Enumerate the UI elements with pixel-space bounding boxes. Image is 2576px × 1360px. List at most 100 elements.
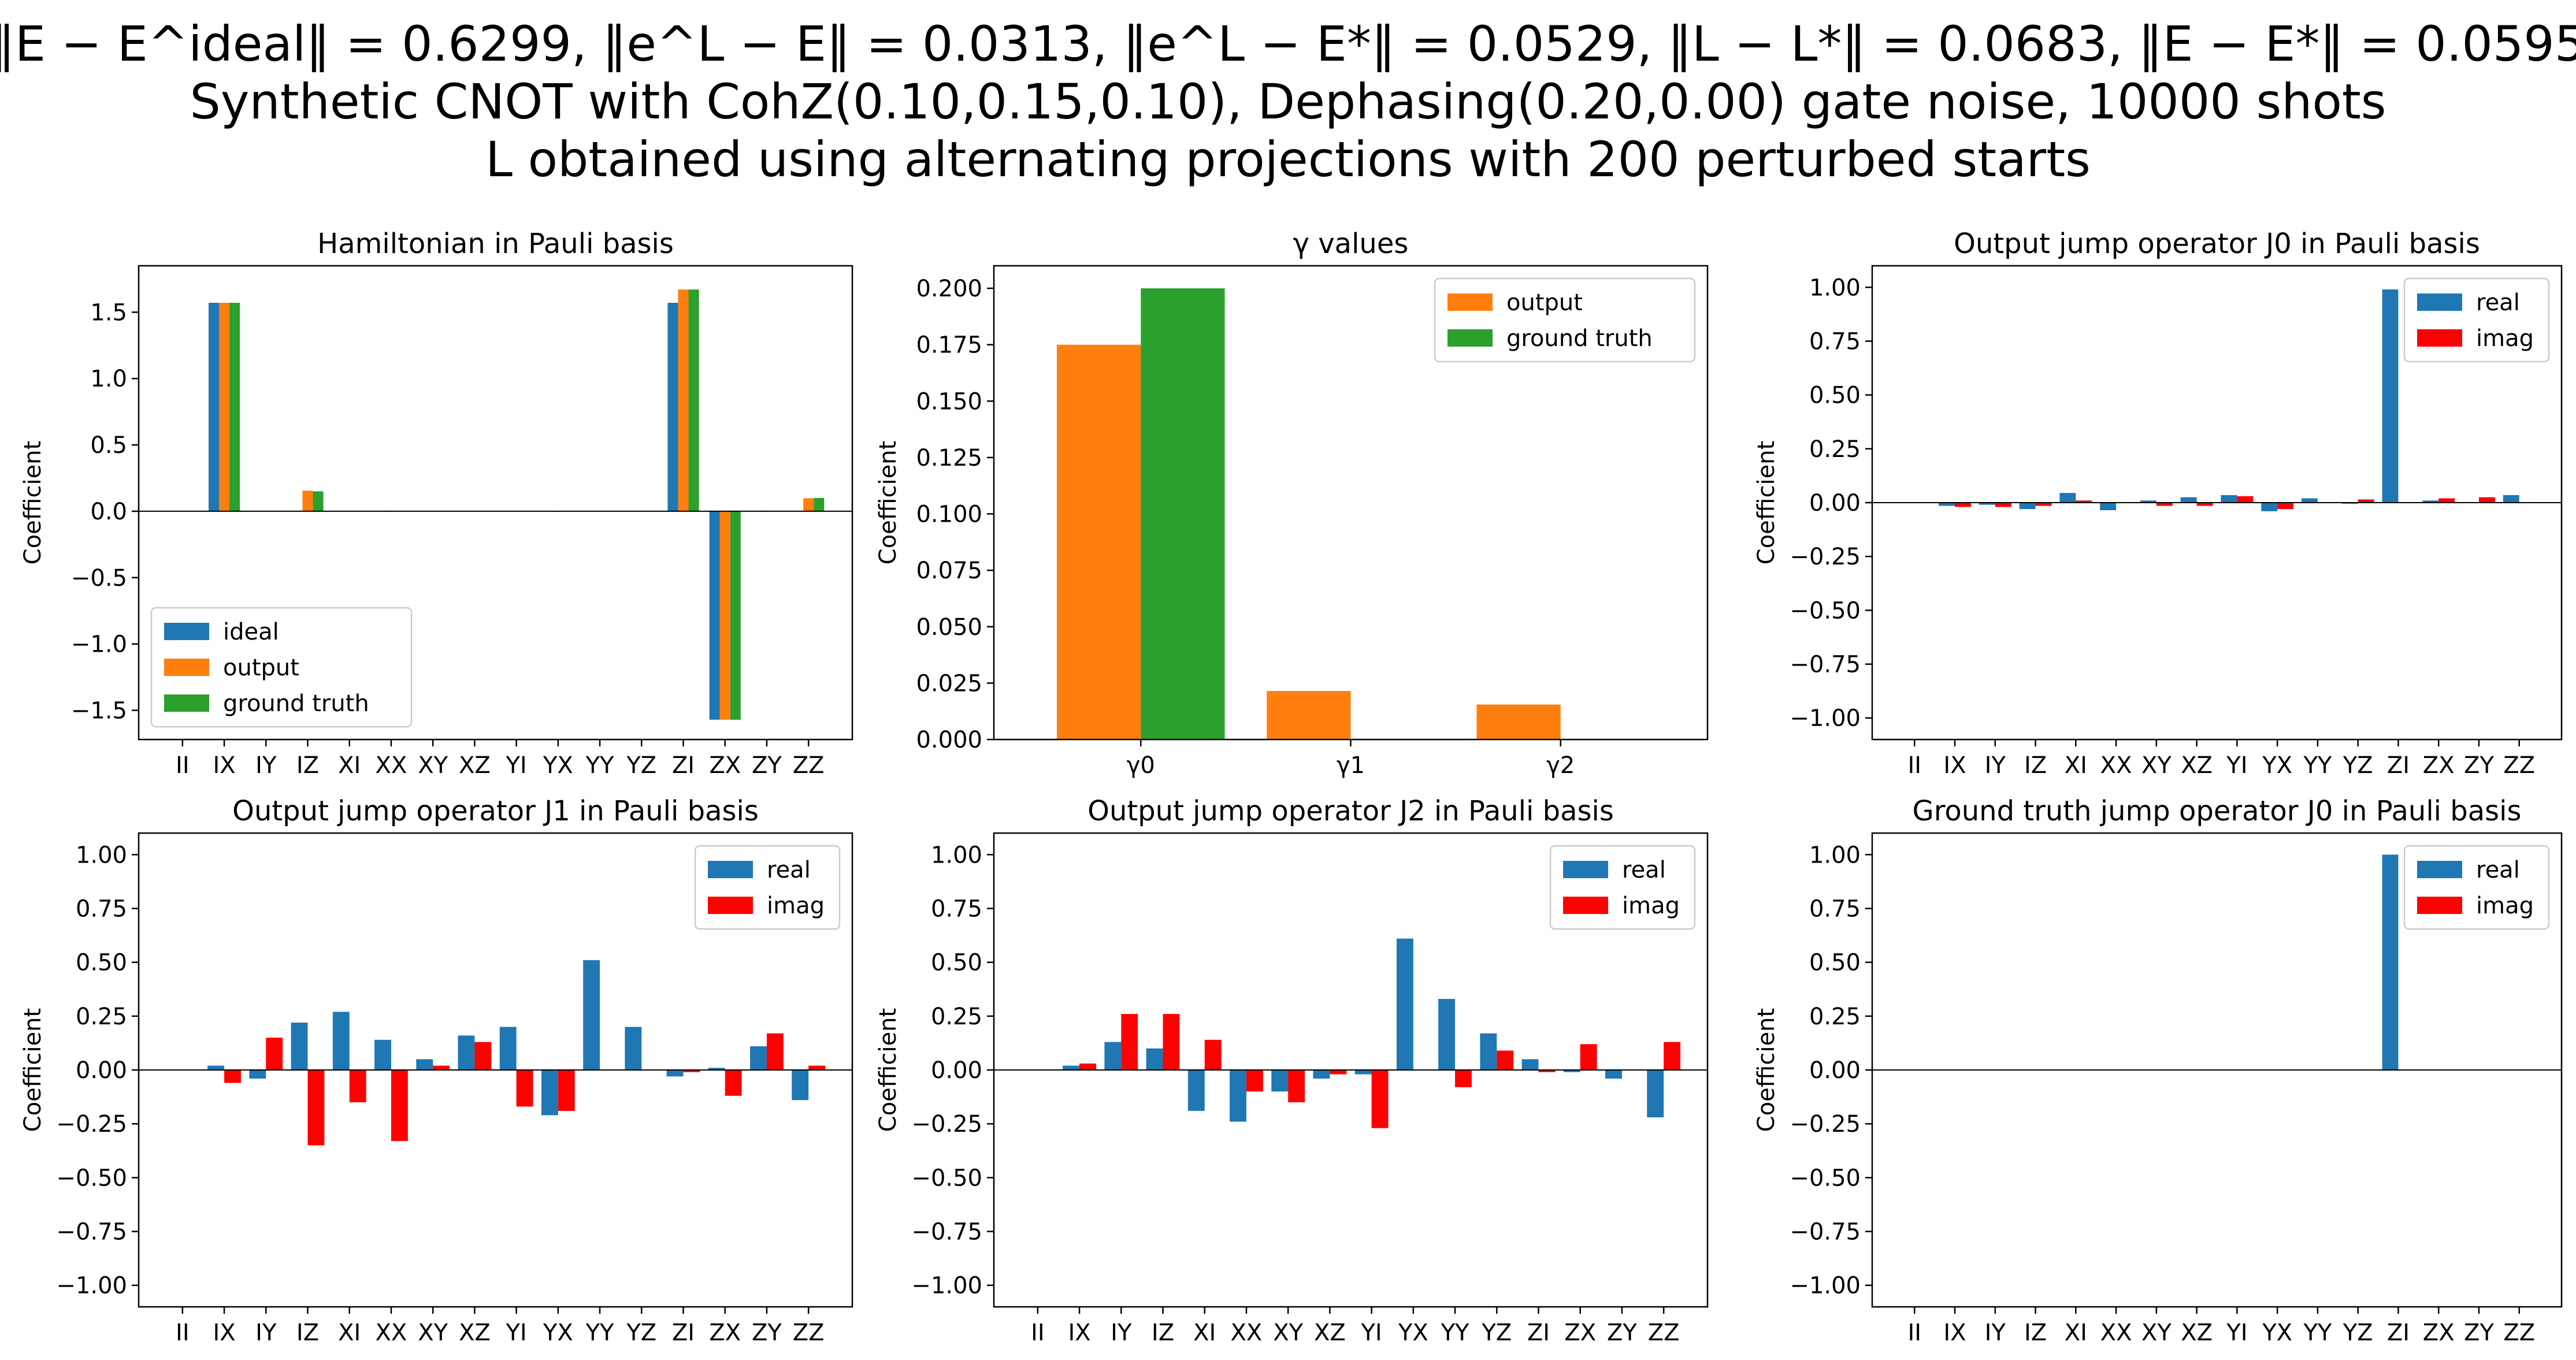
bar-imag-xz (1330, 1070, 1347, 1075)
chart-title: Output jump operator J1 in Pauli basis (232, 795, 759, 827)
x-tick-label: XX (2100, 752, 2132, 779)
x-tick-label: YI (2226, 1320, 2247, 1346)
bar-real-iy (1104, 1042, 1122, 1070)
bar-real-ix (1939, 503, 1955, 506)
x-tick-label: XX (2100, 1320, 2132, 1346)
y-tick-label: −0.5 (71, 565, 127, 592)
y-tick-label: 1.5 (90, 299, 127, 326)
x-tick-label: XZ (2181, 1320, 2213, 1346)
y-tick-label: 0.5 (90, 432, 127, 459)
bar-imag-zy (2478, 497, 2495, 503)
bar-ideal-zi (667, 303, 678, 511)
x-tick-label: ZI (1527, 1320, 1550, 1346)
y-tick-label: 1.00 (1809, 842, 1861, 868)
y-tick-label: 0.75 (1809, 895, 1861, 922)
bar-output-ix (219, 303, 230, 511)
y-tick-label: 0.125 (916, 445, 982, 471)
bar-real-ix (1063, 1065, 1080, 1070)
bar-real-xy (416, 1059, 433, 1070)
y-tick-label: −1.00 (56, 1273, 127, 1299)
y-tick-label: −1.0 (71, 631, 127, 658)
bar-imag-zz (1664, 1042, 1681, 1070)
y-axis-label: Coefficient (20, 1008, 46, 1132)
x-tick-label: XX (1231, 1320, 1263, 1346)
bar-imag-yz (1497, 1050, 1514, 1070)
bar-imag-xi (349, 1070, 366, 1102)
y-tick-label: −0.50 (1790, 1165, 1861, 1191)
bar-real-xi (332, 1012, 350, 1070)
y-tick-label: 0.175 (916, 332, 982, 359)
bar-output-zz (803, 498, 814, 511)
bar-ground-truth-0 (1141, 288, 1225, 740)
bar-imag-xz (2196, 503, 2213, 506)
bar-imag-xz (474, 1042, 492, 1070)
legend-box (1434, 277, 1696, 363)
bar-imag-zi (683, 1070, 700, 1072)
bar-imag-zi (1538, 1070, 1556, 1072)
y-tick-label: 0.00 (1809, 490, 1861, 516)
bar-real-zz (1647, 1070, 1664, 1117)
bar-imag-xx (1246, 1070, 1263, 1092)
bar-imag-xi (1204, 1039, 1222, 1070)
x-tick-label: XY (418, 1320, 448, 1346)
x-tick-label: ZX (1564, 1320, 1596, 1346)
y-tick-label: −1.00 (1790, 705, 1861, 732)
x-tick-label: ZY (2464, 1320, 2494, 1346)
bar-real-yi (1354, 1070, 1372, 1075)
x-tick-label: YI (505, 752, 526, 779)
x-tick-label: XY (1273, 1320, 1303, 1346)
bar-real-xy (1271, 1070, 1289, 1092)
bar-real-iz (291, 1023, 308, 1070)
chart-panel-1: Hamiltonian in Pauli basis Coefficient −1.… (20, 228, 853, 779)
x-tick-label: XI (2065, 752, 2087, 779)
y-tick-label: 0.100 (916, 501, 982, 528)
bar-output-2 (1476, 704, 1561, 740)
suptitle-line1: ‖E − E^ideal‖ = 0.6299, ‖e^L − E‖ = 0.03… (0, 16, 2576, 72)
bar-real-zi (2382, 289, 2399, 503)
bar-imag-zx (1580, 1044, 1597, 1070)
bar-real-yi (499, 1027, 517, 1070)
chart-panel-3: Output jump operator J0 in Pauli basis Co… (1753, 228, 2563, 779)
y-tick-label: −1.5 (71, 697, 127, 724)
y-tick-label: 0.50 (1809, 950, 1861, 976)
y-tick-label: −0.75 (911, 1219, 982, 1246)
x-tick-label: ZX (2423, 752, 2455, 779)
x-tick-label: XZ (459, 1320, 491, 1346)
axes-frame (993, 265, 1709, 741)
bar-real-yz (1480, 1033, 1497, 1070)
x-tick-label: YI (2226, 752, 2247, 779)
legend-label-output: output (1506, 289, 1583, 316)
bar-imag-iy (1995, 503, 2011, 507)
bar-real-yx (1396, 938, 1413, 1070)
bar-real-iz (2019, 503, 2036, 510)
y-tick-label: 0.75 (76, 895, 127, 922)
y-tick-label: 0.150 (916, 388, 982, 415)
x-tick-label: IX (1943, 1320, 1966, 1346)
x-tick-label: XY (2141, 1320, 2172, 1346)
bar-real-xy (2140, 500, 2156, 503)
bar-imag-yi (2237, 496, 2254, 503)
y-tick-label: 0.50 (1809, 382, 1861, 409)
y-tick-label: 0.25 (1809, 436, 1861, 463)
y-tick-label: −0.50 (911, 1165, 982, 1191)
bar-real-xx (1230, 1070, 1246, 1122)
legend-swatch-imag (2417, 897, 2462, 914)
y-axis-label: Coefficient (875, 441, 901, 564)
y-axis-label: Coefficient (20, 441, 46, 564)
y-tick-label: −0.50 (56, 1165, 127, 1191)
x-tick-label: YY (585, 1320, 614, 1346)
x-tick-label: YZ (626, 752, 656, 779)
y-axis-label: Coefficient (1753, 441, 1780, 564)
bar-real-yy (2302, 498, 2318, 503)
axes-frame (138, 832, 853, 1308)
x-tick-label: ZY (752, 1320, 782, 1346)
bar-imag-yi (516, 1070, 533, 1107)
bar-real-xx (2100, 503, 2117, 511)
bar-imag-ix (224, 1070, 241, 1083)
x-tick-label: IX (1068, 1320, 1090, 1346)
legend-swatch-ideal (164, 623, 209, 640)
bar-imag-iy (1121, 1014, 1138, 1070)
y-tick-label: 0.025 (916, 670, 982, 697)
legend-label-real: real (2476, 857, 2520, 883)
x-tick-label: YX (2262, 752, 2292, 779)
